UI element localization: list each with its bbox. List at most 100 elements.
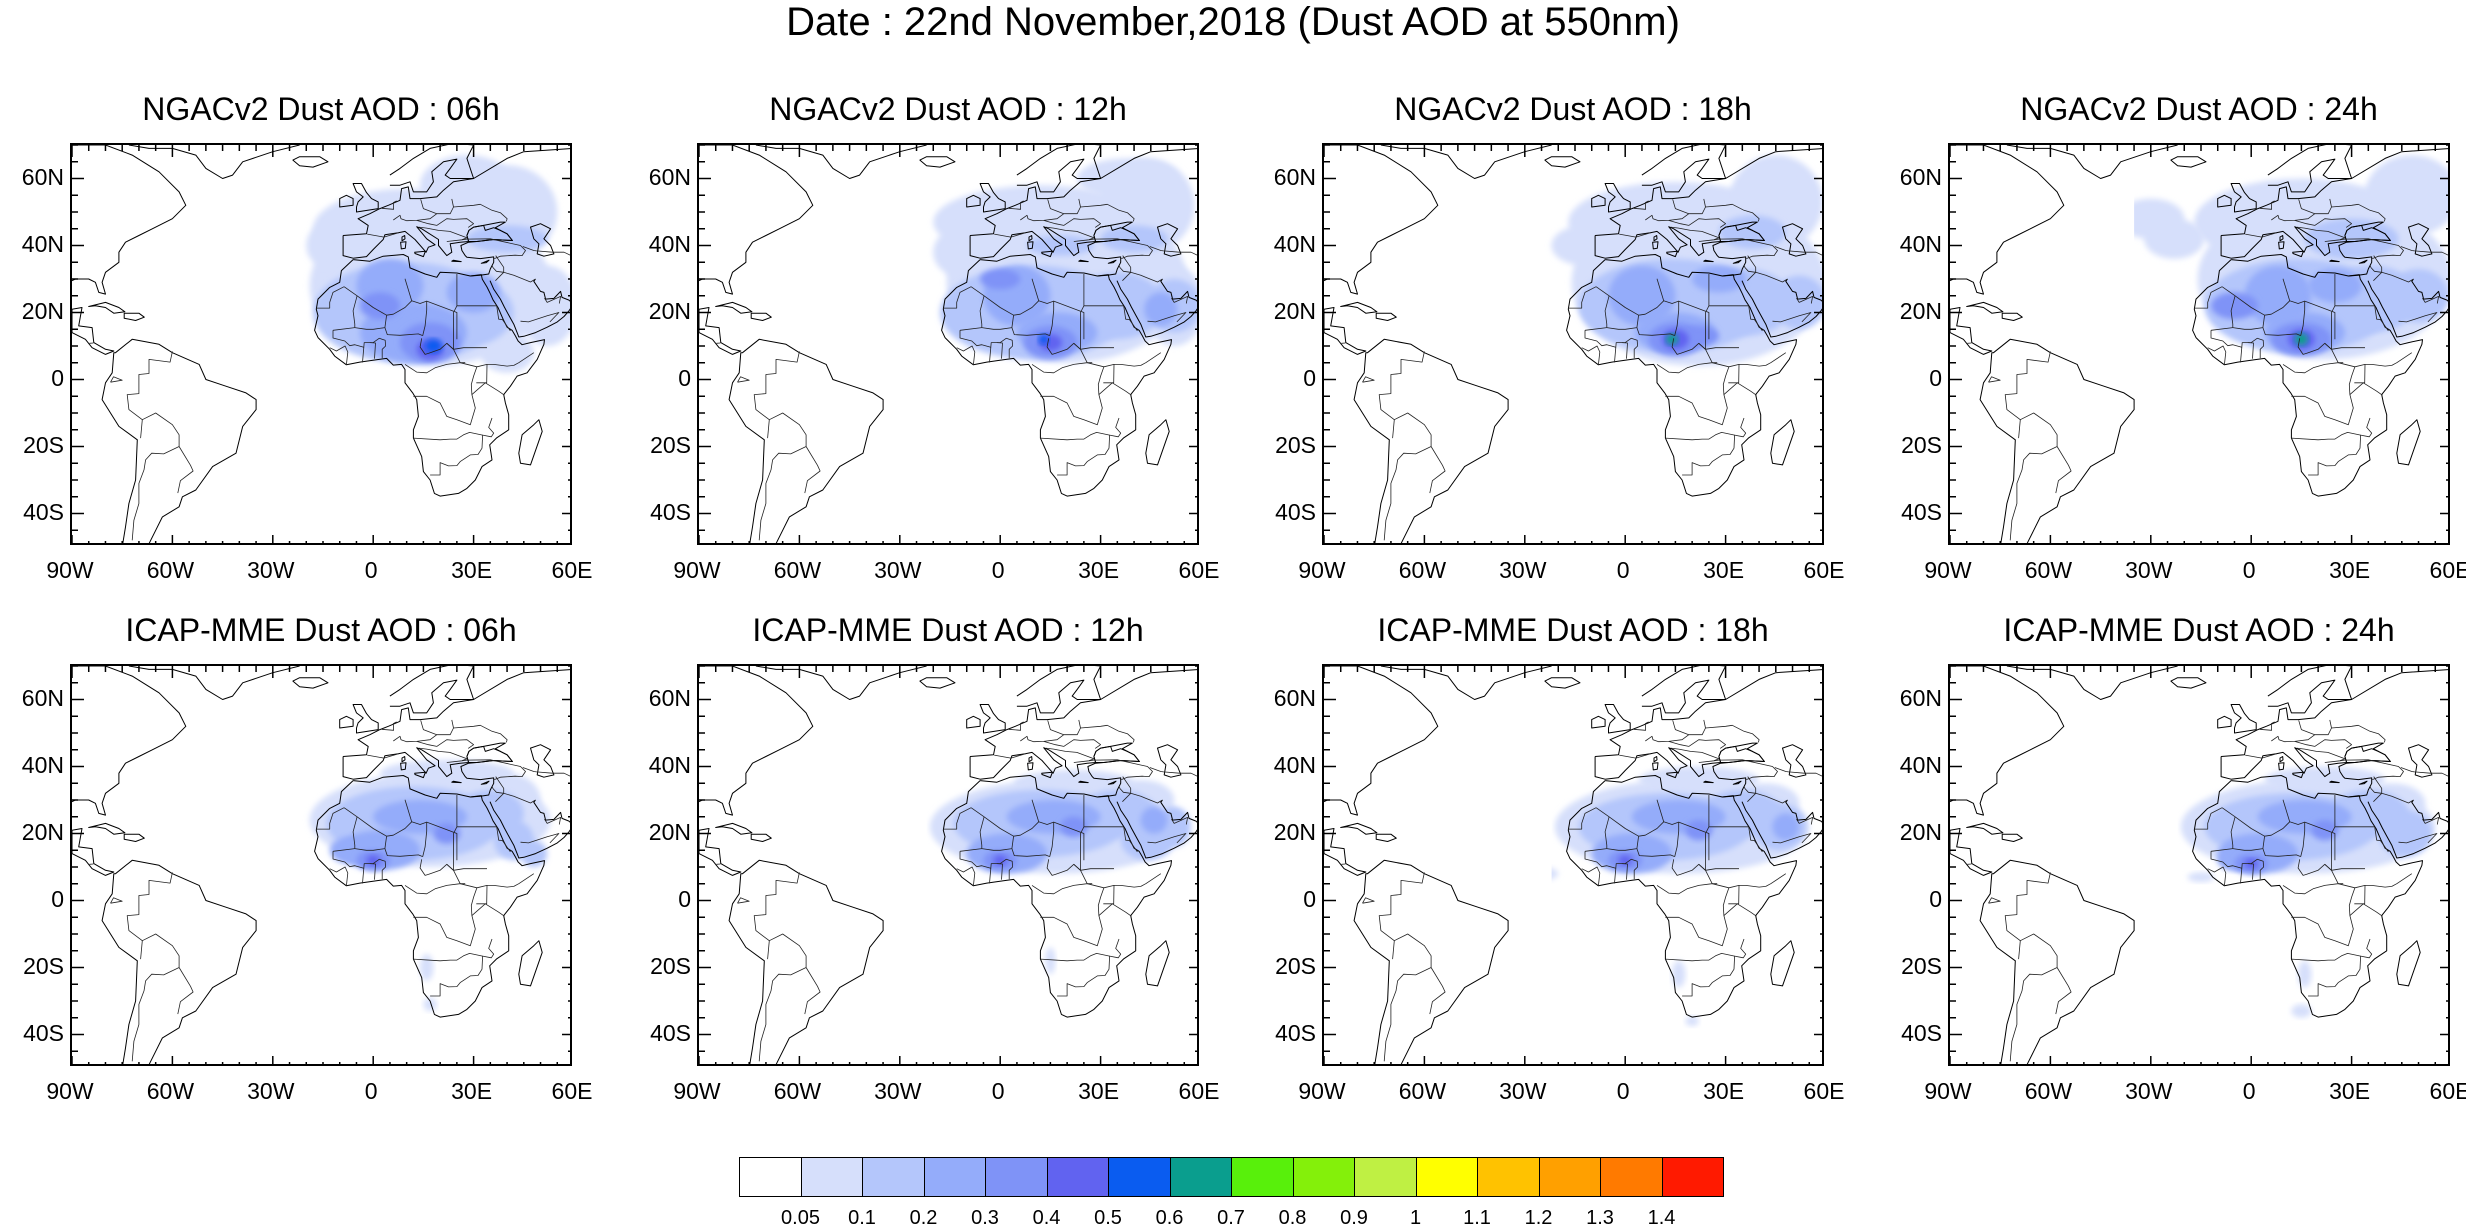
border-line [1040, 432, 1109, 475]
coastline-greenland [129, 666, 300, 700]
lat-tick-label: 40N [4, 752, 64, 778]
coastline-madagascar [1146, 941, 1169, 986]
border-line [957, 346, 975, 365]
border-line [472, 383, 505, 395]
coastline-north-america [699, 666, 813, 815]
lat-tick-label: 40S [1256, 1020, 1316, 1046]
border-line [738, 898, 750, 903]
lon-tick-label: 90W [30, 557, 110, 583]
colorbar-label: 0.9 [1324, 1207, 1384, 1229]
coastline-north-america [1324, 666, 1438, 815]
coastline-cuba [89, 823, 125, 834]
coastline-hispaniola [751, 834, 771, 841]
coastline-north-america [1324, 145, 1438, 294]
colorbar-label: 0.4 [1017, 1207, 1077, 1229]
coastline-greenland [756, 666, 927, 700]
border-line [1645, 720, 1705, 742]
border-line [413, 367, 477, 425]
border-line [754, 872, 799, 959]
coastline-hispaniola [2002, 313, 2022, 320]
dust-aod-contour [2311, 820, 2338, 840]
border-line [483, 418, 494, 437]
dust-aod-contour [2040, 512, 2060, 522]
dust-aod-map [697, 143, 1199, 545]
colorbar [739, 1157, 1723, 1197]
coastline-greenland [2007, 666, 2178, 700]
coastline-north-america [72, 145, 186, 294]
coastline-ireland [340, 716, 353, 728]
lat-tick-label: 40S [4, 1020, 64, 1046]
lon-tick-label: 30E [2310, 1078, 2390, 1104]
dust-aod-contour [1772, 276, 1824, 330]
colorbar-swatch [1354, 1157, 1417, 1197]
lat-tick-label: 40N [631, 231, 691, 257]
coastline-corsica [1654, 757, 1657, 762]
lat-tick-label: 0 [4, 365, 64, 391]
lon-tick-label: 60W [1382, 557, 1462, 583]
coastline-greenland [2007, 145, 2178, 179]
lat-tick-label: 60N [4, 685, 64, 711]
border-line [738, 377, 750, 382]
lat-tick-label: 40N [1882, 752, 1942, 778]
border-line [2354, 364, 2365, 382]
coastline-central-america [1324, 308, 1366, 355]
coastline-scandinavia [1642, 666, 1726, 713]
dust-aod-map [70, 664, 572, 1066]
country-borders [1341, 720, 1824, 1061]
border-line [1099, 904, 1132, 916]
lon-tick-label: 60E [2410, 557, 2466, 583]
border-line [413, 888, 477, 946]
dust-aod-contour [447, 272, 501, 312]
lat-tick-label: 20N [4, 298, 64, 324]
lon-tick-label: 30E [1684, 1078, 1764, 1104]
coastline-hispaniola [1376, 834, 1396, 841]
coastline-great-britain [980, 705, 1005, 734]
border-line [2241, 347, 2242, 362]
colorbar-label: 0.3 [955, 1207, 1015, 1229]
border-line [1582, 867, 1600, 886]
dust-aod-contour [306, 225, 339, 265]
panel-title: ICAP-MME Dust AOD : 18h [1322, 612, 1824, 648]
lon-tick-label: 0 [1583, 557, 1663, 583]
dust-plume-field [2030, 155, 2450, 522]
lat-tick-label: 40N [631, 752, 691, 778]
lon-tick-label: 0 [2209, 557, 2289, 583]
dust-aod-map [70, 143, 572, 545]
border-line [2354, 885, 2365, 903]
lat-tick-label: 40S [631, 1020, 691, 1046]
coastline-central-america [699, 308, 741, 355]
coastline-hispaniola [2002, 834, 2022, 841]
coastline-north-america [699, 145, 813, 294]
page-title: Date : 22nd November,2018 (Dust AOD at 5… [0, 0, 2466, 44]
lat-tick-label: 0 [631, 365, 691, 391]
coastline-central-america [699, 829, 741, 876]
border-line [417, 740, 474, 749]
colorbar-swatch [1047, 1157, 1110, 1197]
lat-tick-label: 20N [1256, 298, 1316, 324]
colorbar-swatch [1108, 1157, 1171, 1197]
colorbar-swatch [1539, 1157, 1602, 1197]
coastline-hispaniola [124, 313, 144, 320]
border-line [805, 447, 820, 494]
lon-tick-label: 90W [30, 1078, 110, 1104]
dust-plume-field [2027, 767, 2435, 1059]
lat-tick-label: 20N [4, 819, 64, 845]
lat-tick-label: 60N [1256, 685, 1316, 711]
dust-aod-map [1322, 143, 1824, 545]
border-line [1384, 934, 1431, 1061]
border-line [476, 364, 487, 382]
border-line [1046, 748, 1094, 762]
coastline-europe-mainland [2221, 669, 2450, 756]
border-line [2056, 447, 2071, 494]
border-line [1673, 720, 1689, 734]
axis-ticks [72, 666, 572, 1066]
lon-tick-label: 60W [2008, 1078, 2088, 1104]
dust-aod-contour [1401, 507, 1421, 520]
colorbar-swatch [801, 1157, 864, 1197]
lat-tick-label: 0 [1882, 365, 1942, 391]
lat-tick-label: 40N [1256, 752, 1316, 778]
border-line [1040, 953, 1109, 996]
lon-tick-label: 30W [231, 1078, 311, 1104]
border-line [759, 934, 806, 1061]
lat-tick-label: 40N [4, 231, 64, 257]
